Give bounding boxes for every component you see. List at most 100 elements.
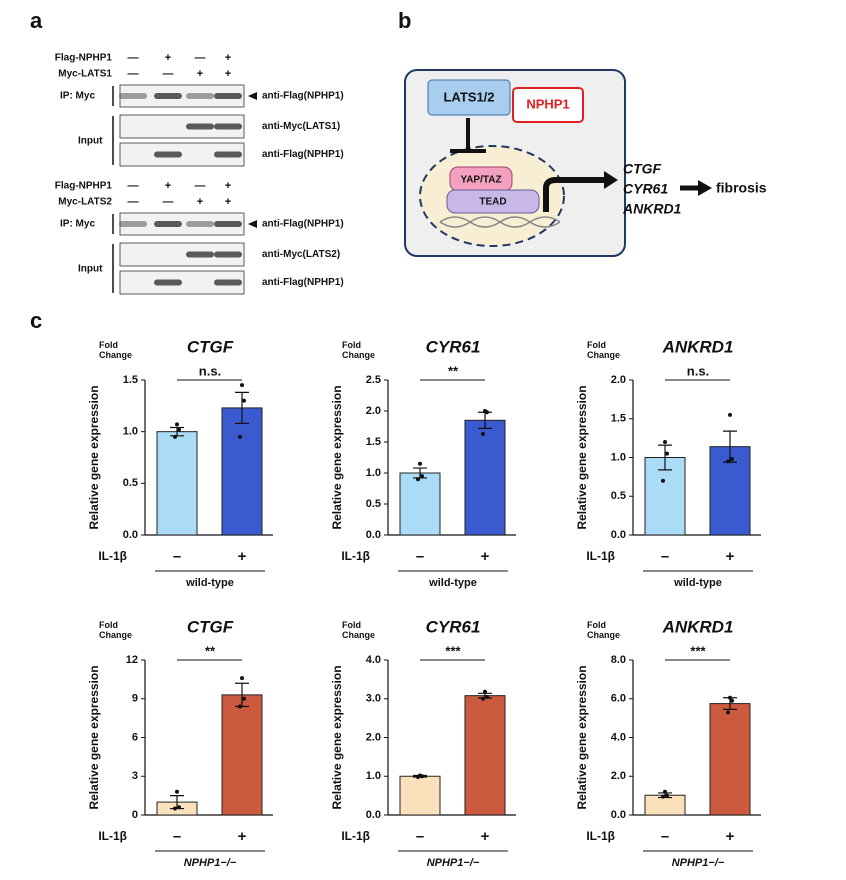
- significance: ***: [445, 643, 461, 658]
- y-tick-label: 2.0: [366, 405, 381, 417]
- y-axis-label: Relative gene expression: [87, 665, 101, 809]
- y-tick-label: 1.5: [611, 413, 626, 425]
- band: [186, 93, 214, 99]
- y-tick-label: 3.0: [366, 693, 381, 705]
- y-axis-label: Relative gene expression: [330, 665, 344, 809]
- data-point: [177, 427, 181, 432]
- y-tick-label: 0.0: [611, 529, 626, 541]
- factor: TEAD: [479, 197, 506, 208]
- significance: n.s.: [199, 363, 221, 378]
- input-label: Input: [78, 264, 103, 275]
- band: [214, 221, 242, 227]
- data-point: [665, 451, 669, 456]
- treatment-label: Flag-NPHP1: [55, 181, 113, 192]
- antibody-label: anti-Flag(NPHP1): [262, 91, 344, 102]
- data-point: [730, 698, 734, 703]
- bar: [221, 407, 263, 536]
- error-bar: [235, 391, 249, 424]
- transcription-arrow: [543, 177, 606, 212]
- data-point: [485, 410, 489, 415]
- y-tick-label: 0.0: [611, 809, 626, 821]
- antibody-label: anti-Myc(LATS1): [262, 121, 340, 132]
- treatment-sign: —: [195, 180, 206, 192]
- x-axis-label: IL-1β: [586, 829, 615, 843]
- y-tick-label: 2.0: [366, 731, 381, 743]
- treatment-sign: +: [225, 68, 231, 80]
- treatment-label: Myc-LATS2: [58, 197, 112, 208]
- error-bar: [658, 444, 672, 471]
- chart-title: CTGF: [187, 617, 234, 636]
- data-point: [728, 412, 732, 417]
- group-label: wild-type: [185, 577, 234, 589]
- x-tick-label: –: [173, 828, 181, 845]
- data-point: [661, 478, 665, 483]
- y-unit: Fold Change: [342, 620, 376, 640]
- inhibitor-box: [512, 87, 584, 123]
- target-gene: CTGF: [623, 161, 662, 177]
- y-tick-label: 2.5: [366, 374, 381, 386]
- kinase-box: [427, 79, 511, 116]
- band: [186, 251, 214, 258]
- y-unit: Fold Change: [587, 620, 621, 640]
- data-point: [420, 474, 424, 479]
- band: [154, 279, 182, 286]
- blot-strip: [119, 114, 245, 139]
- y-tick-label: 0.0: [366, 529, 381, 541]
- x-axis-label: IL-1β: [341, 829, 370, 843]
- bar: [464, 419, 506, 536]
- band-marker: [248, 220, 257, 228]
- data-point: [663, 440, 667, 444]
- y-tick-label: 8.0: [611, 654, 626, 666]
- bar: [399, 472, 441, 536]
- data-point: [242, 696, 246, 701]
- chart-title: CYR61: [426, 617, 481, 636]
- y-tick-label: 6.0: [611, 693, 626, 705]
- target-gene: CYR61: [623, 181, 668, 197]
- band: [214, 251, 242, 258]
- y-tick-label: 2.0: [611, 770, 626, 782]
- y-tick-label: 1.0: [123, 426, 138, 438]
- y-tick-label: 1.5: [123, 374, 138, 386]
- data-point: [726, 710, 730, 715]
- data-point: [420, 774, 424, 779]
- target-gene: ANKRD1: [622, 201, 682, 217]
- y-unit: Fold Change: [99, 340, 133, 360]
- error-bar: [170, 426, 184, 437]
- y-tick-label: 9: [132, 693, 138, 705]
- data-point: [661, 794, 665, 799]
- y-tick-label: 0.5: [123, 477, 138, 489]
- antibody-label: anti-Myc(LATS2): [262, 249, 340, 260]
- band: [119, 93, 147, 99]
- band-marker: [248, 92, 257, 100]
- band: [154, 151, 182, 158]
- band: [119, 221, 147, 227]
- treatment-sign: +: [197, 68, 203, 80]
- y-axis-label: Relative gene expression: [87, 385, 101, 529]
- x-tick-label: –: [416, 828, 424, 845]
- data-point: [242, 398, 246, 403]
- significance: **: [448, 363, 459, 378]
- x-tick-label: +: [238, 548, 247, 565]
- y-tick-label: 1.0: [366, 770, 381, 782]
- bar: [156, 431, 198, 536]
- panel-label: b: [398, 8, 411, 33]
- data-point: [238, 434, 242, 439]
- data-point: [481, 696, 485, 701]
- inhibitor: NPHP1: [526, 96, 569, 111]
- treatment-sign: —: [163, 196, 174, 208]
- treatment-sign: —: [128, 180, 139, 192]
- outcome: fibrosis: [716, 180, 767, 196]
- x-tick-label: +: [481, 828, 490, 845]
- treatment-sign: —: [128, 68, 139, 80]
- panel-label: c: [30, 308, 42, 333]
- dna: [439, 216, 561, 228]
- data-point: [175, 789, 179, 794]
- band: [154, 93, 182, 99]
- data-point: [481, 431, 485, 436]
- treatment-sign: +: [225, 52, 231, 64]
- data-point: [483, 689, 487, 694]
- ip-label: IP: Myc: [60, 91, 95, 102]
- treatment-sign: +: [225, 196, 231, 208]
- x-tick-label: –: [661, 548, 669, 565]
